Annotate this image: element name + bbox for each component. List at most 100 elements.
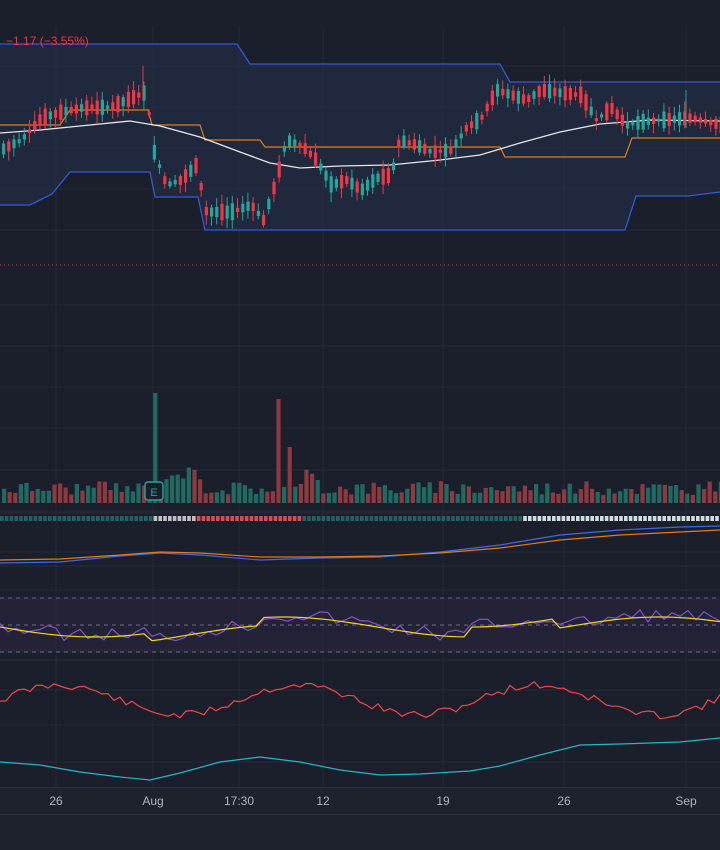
histogram-bar: [576, 516, 580, 521]
volume-bar: [467, 486, 471, 503]
volume-bar: [433, 493, 437, 503]
candle-body: [38, 114, 41, 125]
histogram-bar: [29, 516, 33, 521]
volume-bar: [254, 494, 258, 503]
histogram-bar: [394, 516, 398, 521]
histogram-bar: [67, 516, 71, 521]
candle-body: [579, 87, 582, 104]
candle-body: [340, 175, 343, 188]
volume-bar: [640, 484, 644, 503]
volume-bar: [19, 484, 23, 503]
candle-body: [543, 84, 546, 97]
candle-body: [616, 110, 619, 120]
volume-bar: [405, 489, 409, 503]
volume-bar: [276, 399, 280, 503]
volume-bar: [271, 491, 275, 503]
time-axis[interactable]: [0, 787, 720, 814]
volume-bar: [523, 486, 527, 503]
candle-body: [75, 105, 78, 114]
volume-bar: [528, 490, 532, 503]
candle-body: [444, 144, 447, 158]
volume-bar: [551, 492, 555, 503]
histogram-bar: [706, 516, 710, 521]
candle-body: [288, 136, 291, 147]
candle-body: [18, 139, 21, 143]
candle-body: [361, 184, 364, 196]
volume-bar: [668, 486, 672, 503]
volume-bar: [416, 482, 420, 503]
volume-bar: [495, 490, 499, 503]
candle-body: [439, 150, 442, 153]
histogram-bar: [408, 516, 412, 521]
candle-body: [454, 139, 457, 147]
histogram-bar: [533, 516, 537, 521]
volume-bar: [220, 490, 224, 503]
candle-body: [111, 102, 114, 111]
histogram-bar: [346, 516, 350, 521]
volume-bar: [13, 493, 17, 503]
candle-body: [465, 125, 468, 131]
volume-bar: [439, 481, 443, 503]
histogram-bar: [274, 516, 278, 521]
histogram-bar: [370, 516, 374, 521]
volume-bar: [80, 491, 84, 503]
volume-bar: [204, 493, 208, 503]
candle-body: [704, 119, 707, 123]
histogram-bar: [653, 516, 657, 521]
histogram-bar: [293, 516, 297, 521]
histogram-bar: [62, 516, 66, 521]
histogram-bar: [341, 516, 345, 521]
volume-bar: [472, 493, 476, 503]
candle-body: [127, 92, 130, 107]
histogram-bar: [91, 516, 95, 521]
candle-body: [54, 110, 57, 118]
histogram-bar: [317, 516, 321, 521]
candle-body: [647, 118, 650, 125]
histogram-bar: [38, 516, 42, 521]
volume-bar: [545, 484, 549, 503]
candle-body: [517, 91, 520, 104]
histogram-bar: [557, 516, 561, 521]
volume-bar: [120, 492, 124, 503]
candle-body: [428, 149, 431, 153]
candle-body: [569, 88, 572, 100]
histogram-bar: [682, 516, 686, 521]
candle-body: [434, 145, 437, 157]
candle-body: [210, 208, 213, 217]
candle-body: [512, 91, 515, 101]
candle-body: [558, 88, 561, 97]
volume-bar: [444, 484, 448, 503]
candle-body: [460, 133, 463, 138]
volume-bar: [293, 487, 297, 503]
volume-bar: [422, 487, 426, 503]
volume-bar: [663, 485, 667, 503]
candle-body: [319, 164, 322, 171]
volume-bar: [607, 489, 611, 503]
candle-body: [153, 145, 156, 160]
histogram-bar: [485, 516, 489, 521]
candle-body: [246, 202, 249, 211]
volume-bar: [450, 491, 454, 503]
volume-bar: [400, 492, 404, 503]
histogram-bar: [586, 516, 590, 521]
volume-bar: [500, 491, 504, 503]
candle-body: [236, 208, 239, 212]
volume-bar: [36, 489, 40, 503]
histogram-bar: [432, 516, 436, 521]
histogram-bar: [163, 516, 167, 521]
histogram-bar: [499, 516, 503, 521]
histogram-bar: [82, 516, 86, 521]
candle-body: [548, 84, 551, 98]
candle-body: [678, 112, 681, 125]
volume-bar: [125, 486, 129, 503]
volume-bar: [696, 484, 700, 503]
volume-bar: [64, 487, 68, 503]
histogram-bar: [638, 516, 642, 521]
histogram-bar: [230, 516, 234, 521]
volume-bar: [304, 470, 308, 503]
volume-bar: [517, 491, 521, 503]
histogram-bar: [461, 516, 465, 521]
histogram-bar: [43, 516, 47, 521]
histogram-bar: [307, 516, 311, 521]
